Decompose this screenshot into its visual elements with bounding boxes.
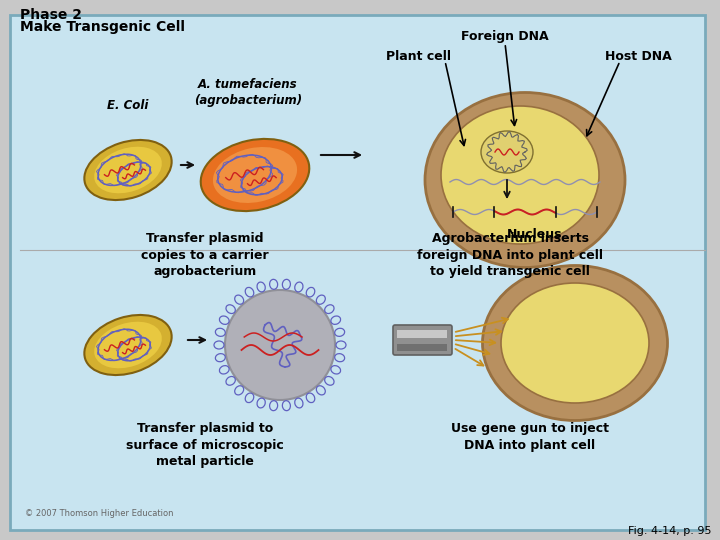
Text: © 2007 Thomson Higher Education: © 2007 Thomson Higher Education — [25, 509, 174, 518]
Text: Transfer plasmid
copies to a carrier
agrobacterium: Transfer plasmid copies to a carrier agr… — [141, 232, 269, 278]
Text: Phase 2: Phase 2 — [20, 8, 82, 22]
Bar — [397, 344, 447, 351]
FancyBboxPatch shape — [393, 325, 452, 355]
Ellipse shape — [94, 322, 162, 368]
Text: E. Coli: E. Coli — [107, 99, 149, 112]
Text: Plant cell: Plant cell — [385, 50, 451, 63]
Ellipse shape — [213, 147, 297, 203]
Ellipse shape — [441, 106, 599, 244]
Text: Fig. 4-14, p. 95: Fig. 4-14, p. 95 — [629, 526, 712, 536]
Ellipse shape — [481, 131, 533, 173]
Ellipse shape — [501, 283, 649, 403]
Ellipse shape — [225, 290, 335, 400]
Text: Transfer plasmid to
surface of microscopic
metal particle: Transfer plasmid to surface of microscop… — [126, 422, 284, 468]
Text: Agrobacterium inserts
foreign DNA into plant cell
to yield transgenic cell: Agrobacterium inserts foreign DNA into p… — [417, 232, 603, 278]
Bar — [397, 330, 447, 338]
Ellipse shape — [84, 140, 171, 200]
Ellipse shape — [482, 266, 667, 421]
FancyBboxPatch shape — [10, 15, 705, 530]
Ellipse shape — [94, 147, 162, 193]
Text: Foreign DNA: Foreign DNA — [462, 30, 549, 43]
Text: Make Transgenic Cell: Make Transgenic Cell — [20, 20, 185, 34]
Text: Use gene gun to inject
DNA into plant cell: Use gene gun to inject DNA into plant ce… — [451, 422, 609, 451]
Text: A. tumefaciens
(agrobacterium): A. tumefaciens (agrobacterium) — [194, 78, 302, 107]
Ellipse shape — [201, 139, 310, 211]
Text: Nucleus: Nucleus — [508, 228, 563, 241]
Ellipse shape — [425, 92, 625, 267]
Ellipse shape — [84, 315, 171, 375]
Text: Host DNA: Host DNA — [605, 50, 671, 63]
